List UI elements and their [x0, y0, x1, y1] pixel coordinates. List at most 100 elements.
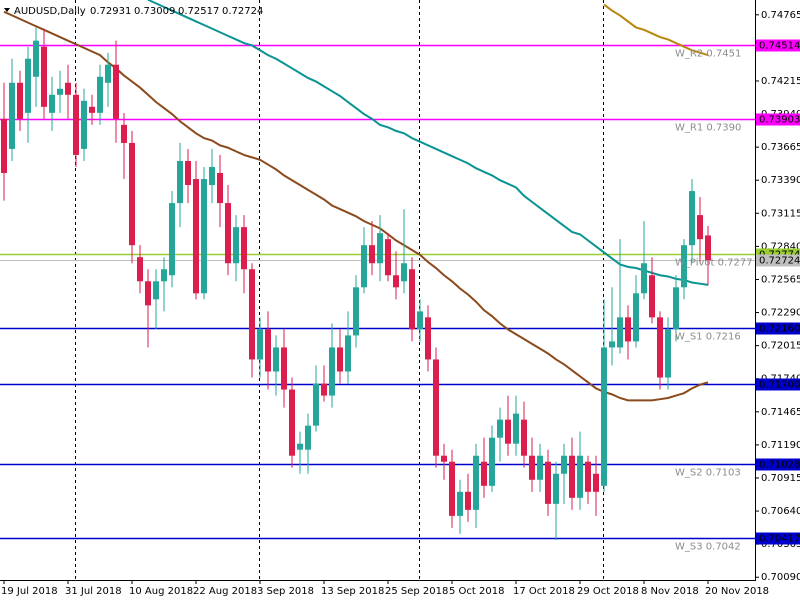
candle-body: [665, 329, 671, 378]
candle-body: [417, 311, 423, 330]
candle-body: [497, 419, 503, 438]
candle-body: [649, 275, 655, 318]
candle-body: [289, 389, 295, 456]
candle-body: [17, 82, 23, 119]
x-tick-label: 5 Oct 2018: [449, 586, 504, 597]
candle-body: [617, 317, 623, 348]
moving-average: [147, 0, 709, 286]
candle-body: [281, 347, 287, 390]
y-tick-label: 0.74765: [761, 10, 800, 21]
level-label: W_R1 0.7390: [675, 123, 741, 134]
y-tick-label: 0.70090: [761, 572, 800, 583]
candle-body: [113, 64, 119, 119]
candle-body: [657, 317, 663, 378]
candle-body: [201, 179, 207, 294]
x-tick-label: 31 Jul 2018: [65, 586, 122, 597]
candle-body: [521, 419, 527, 456]
candle-body: [241, 227, 247, 270]
candle-body: [513, 413, 519, 444]
candle-body: [9, 82, 15, 149]
candle-body: [601, 347, 607, 486]
candle-body: [337, 347, 343, 372]
level-price: 0.74514: [759, 41, 800, 52]
level-price-box: [756, 532, 800, 545]
level-price: 0.71028: [759, 460, 800, 471]
y-tick-label: 0.72015: [761, 341, 800, 352]
level-price-box: [756, 39, 800, 52]
candle-body: [49, 94, 55, 113]
candle-body: [401, 263, 407, 282]
level-label: W_S1 0.7216: [675, 332, 741, 343]
candle-body: [369, 245, 375, 264]
candle-body: [593, 473, 599, 492]
x-tick-label: 29 Oct 2018: [577, 586, 639, 597]
level-price: 0.72160: [759, 324, 800, 335]
x-tick-label: 17 Oct 2018: [513, 586, 575, 597]
y-tick-label: 0.72840: [761, 241, 800, 252]
candle-body: [585, 461, 591, 492]
candle-body: [153, 281, 159, 300]
candle-body: [441, 455, 447, 462]
candle-body: [73, 94, 79, 155]
candle-body: [65, 82, 71, 95]
y-tick-label: 0.70640: [761, 506, 800, 517]
candle-body: [481, 461, 487, 486]
candle-body: [25, 58, 31, 113]
bid-price: 0.72724: [759, 256, 800, 267]
candle-body: [185, 160, 191, 186]
candle-body: [313, 383, 319, 426]
candle-body: [121, 124, 127, 143]
candle-body: [473, 455, 479, 510]
candle-body: [625, 317, 631, 342]
candle-body: [345, 335, 351, 372]
level-price: 0.71700: [759, 380, 800, 391]
candle-body: [537, 455, 543, 480]
y-tick-label: 0.72565: [761, 274, 800, 285]
x-tick-label: 10 Aug 2018: [129, 586, 193, 597]
y-tick-label: 0.70915: [761, 473, 800, 484]
level-price: 0.70417: [759, 534, 800, 545]
candle-body: [257, 329, 263, 360]
candle-body: [233, 227, 239, 264]
header-close: 0.72724: [222, 6, 263, 17]
level-label: W_S3 0.7042: [675, 542, 741, 553]
candle-body: [449, 461, 455, 516]
x-tick-label: 8 Nov 2018: [641, 586, 699, 597]
candle-body: [425, 317, 431, 360]
y-tick-label: 0.71465: [761, 407, 800, 418]
candle-body: [489, 437, 495, 486]
candle-body: [145, 281, 151, 306]
level-price-box: [756, 322, 800, 335]
candle-body: [89, 106, 95, 113]
candle-body: [209, 166, 215, 186]
candle-body: [609, 341, 615, 348]
price-axis-bg: [755, 0, 800, 600]
candle-body: [177, 160, 183, 204]
candle-body: [169, 203, 175, 276]
candle-body: [265, 329, 271, 372]
candle-body: [193, 179, 199, 294]
candle-body: [681, 245, 687, 288]
level-price-box: [756, 458, 800, 471]
y-tick-label: 0.73390: [761, 175, 800, 186]
x-tick-label: 25 Sep 2018: [385, 586, 448, 597]
candle-body: [329, 347, 335, 396]
level-price-box: [756, 378, 800, 391]
header-open: 0.72931: [90, 6, 131, 17]
level-label: W_Pivot 0.7277: [675, 258, 753, 269]
y-tick-label: 0.70365: [761, 539, 800, 550]
level-price: 0.73903: [759, 115, 800, 126]
y-tick-label: 0.71190: [761, 440, 800, 451]
candle-body: [249, 269, 255, 360]
candle-body: [81, 100, 87, 149]
candle-body: [577, 455, 583, 498]
y-tick-label: 0.73665: [761, 142, 800, 153]
candle-body: [137, 257, 143, 282]
candle-body: [57, 88, 63, 95]
candle-body: [705, 235, 711, 261]
y-tick-label: 0.74215: [761, 76, 800, 87]
candle-body: [409, 269, 415, 330]
time-axis-bg: [0, 580, 800, 600]
moving-average: [603, 3, 709, 57]
candle-body: [697, 215, 703, 240]
